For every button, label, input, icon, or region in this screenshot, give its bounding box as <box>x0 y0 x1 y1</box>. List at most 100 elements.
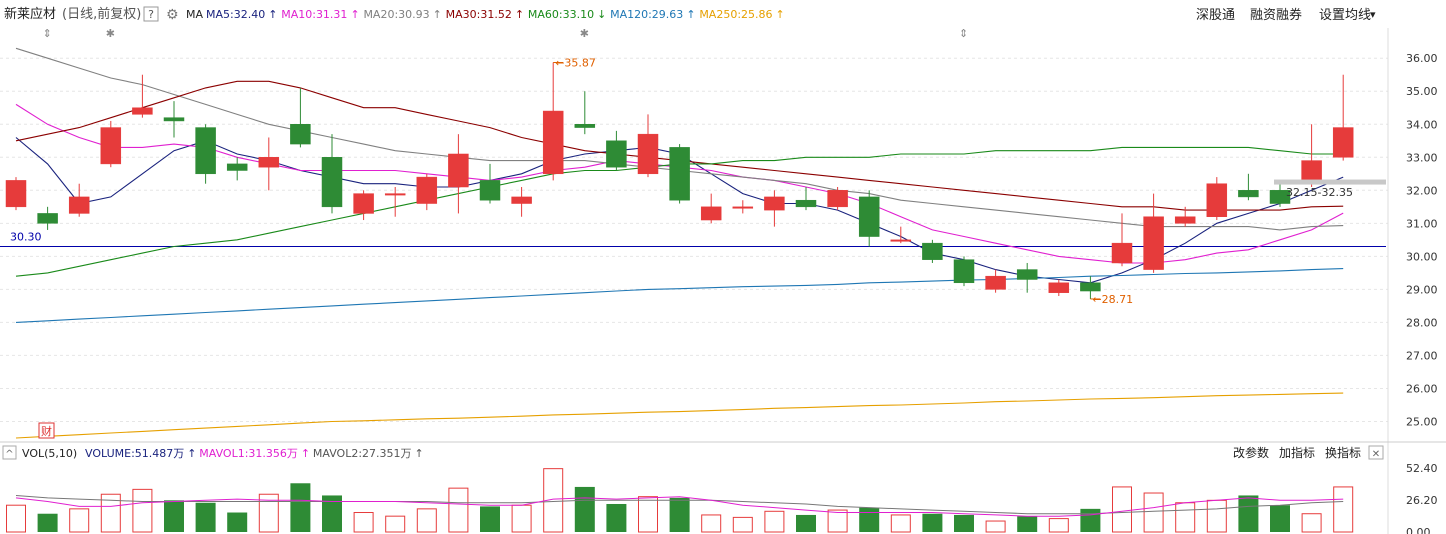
candle-body <box>321 157 343 208</box>
candle-body <box>163 117 185 122</box>
candle-8 <box>258 137 280 191</box>
candle-body <box>1301 160 1322 181</box>
volume-ma-lines <box>15 495 1344 517</box>
volume-arrow-0: ↑ <box>187 447 196 460</box>
candle-body <box>132 107 153 115</box>
help-box[interactable] <box>143 6 159 22</box>
volume-bar-42 <box>1333 486 1354 533</box>
volume-arrow-1: ↑ <box>301 447 310 460</box>
link-add-indicator[interactable]: 加指标 <box>1279 445 1315 460</box>
candle-body <box>1080 282 1101 292</box>
annotation-label-1: ←28.71 <box>1092 293 1133 306</box>
candle-body <box>1048 282 1070 293</box>
ma-arrow-4: ↓ <box>597 8 606 21</box>
candle-12 <box>384 187 406 217</box>
ma-arrow-2: ↑ <box>433 8 442 21</box>
link-shenzhen-connect[interactable]: 深股通 <box>1196 8 1235 23</box>
chevron-down-icon[interactable]: ▾ <box>1370 8 1376 21</box>
volume-bar-23 <box>732 516 753 533</box>
help-icon[interactable]: ? <box>148 8 154 21</box>
candle-5 <box>163 101 185 138</box>
volume-tick-1: 26.20 <box>1406 494 1438 507</box>
candle-body <box>37 213 58 224</box>
volume-value-0: VOLUME:51.487万 <box>85 447 184 460</box>
volume-bar-29 <box>922 513 943 532</box>
candle-body <box>922 242 943 260</box>
candle-body <box>1238 190 1259 198</box>
volume-bar-36 <box>1143 492 1164 533</box>
volume-toggle-icon[interactable]: ^ <box>5 449 13 460</box>
candle-body <box>258 157 280 168</box>
mavol1-line <box>15 496 1344 517</box>
candle-37 <box>1174 206 1196 227</box>
candle-body <box>511 196 532 204</box>
candle-body <box>1111 242 1133 264</box>
candle-30 <box>953 256 975 287</box>
volume-bar-18 <box>574 486 595 532</box>
price-tick-2: 34.00 <box>1406 118 1438 131</box>
candle-29 <box>922 239 943 263</box>
candle-36 <box>1143 193 1164 273</box>
price-tick-3: 33.00 <box>1406 151 1438 164</box>
volume-bar-34 <box>1080 508 1101 532</box>
support-line: 30.30 <box>0 230 1386 247</box>
candle-body <box>1143 216 1164 270</box>
stock-name: 新莱应材 <box>4 6 56 22</box>
volume-bar-38 <box>1206 499 1227 533</box>
link-margin-trading[interactable]: 融资融券 <box>1250 7 1302 23</box>
candle-body <box>226 163 248 171</box>
candle-27 <box>858 190 880 247</box>
event-marker-1: ✱ <box>106 27 115 40</box>
volume-bar-35 <box>1112 486 1132 533</box>
ma-value-5: MA120:29.63 <box>610 8 683 21</box>
fin-badge[interactable]: 财 <box>38 422 55 439</box>
candle-body <box>606 140 627 168</box>
candle-9 <box>290 87 311 148</box>
price-tick-5: 31.00 <box>1406 217 1438 230</box>
close-icon[interactable]: ✕ <box>1372 449 1380 460</box>
link-switch-indicator[interactable]: 换指标 <box>1325 445 1361 460</box>
volume-tick-0: 52.40 <box>1406 462 1438 475</box>
link-edit-params[interactable]: 改参数 <box>1233 445 1269 460</box>
candle-20 <box>637 114 659 178</box>
event-marker-0: ⇕ <box>43 27 52 40</box>
volume-header: ^ VOL(5,10) VOLUME:51.487万 ↑ MAVOL1:31.356… <box>2 445 1384 460</box>
link-set-ma[interactable]: 设置均线 <box>1319 8 1371 23</box>
event-markers: ⇕ ✱ ✱ ⇕ <box>43 27 969 40</box>
volume-bar-19 <box>606 503 627 532</box>
candle-body <box>1206 183 1228 217</box>
volume-toggle-box[interactable] <box>2 445 17 460</box>
volume-bar-40 <box>1270 505 1290 532</box>
ma-value-0: MA5:32.40 <box>206 8 265 21</box>
ma-value-2: MA20:30.93 <box>363 8 429 21</box>
candle-4 <box>132 74 153 118</box>
volume-axis: 52.40 26.20 0.00 <box>1406 462 1438 534</box>
candle-39 <box>1238 173 1259 201</box>
candle-2 <box>68 183 90 217</box>
candle-body <box>353 193 374 214</box>
candle-body <box>669 147 690 201</box>
range-bar <box>1274 179 1386 185</box>
price-axis: 36.00 35.00 34.00 33.00 32.00 31.00 30.00 29.00… <box>1406 52 1438 428</box>
ma-arrow-3: ↑ <box>515 8 524 21</box>
candle-body <box>953 259 975 284</box>
price-tick-7: 29.00 <box>1406 283 1438 296</box>
event-marker-2: ✱ <box>580 27 589 40</box>
candle-42 <box>1332 74 1354 161</box>
candle-16 <box>511 187 532 217</box>
candle-22 <box>700 193 722 224</box>
fin-badge-label[interactable]: 财 <box>41 424 52 438</box>
candle-body <box>416 176 438 204</box>
volume-bar-21 <box>669 497 690 532</box>
close-box[interactable] <box>1368 445 1384 460</box>
volume-bar-5 <box>164 500 184 532</box>
volume-value-1: MAVOL1:31.356万 <box>199 447 298 460</box>
volume-bar-30 <box>954 514 974 532</box>
candle-body <box>1174 216 1196 224</box>
volume-bar-13 <box>416 508 437 533</box>
fin-badge-box[interactable] <box>38 422 55 439</box>
volume-title: VOL(5,10) <box>22 447 77 460</box>
gear-icon[interactable]: ⚙ <box>166 7 179 23</box>
candle-23 <box>732 200 754 214</box>
volume-bar-33 <box>1048 518 1069 533</box>
